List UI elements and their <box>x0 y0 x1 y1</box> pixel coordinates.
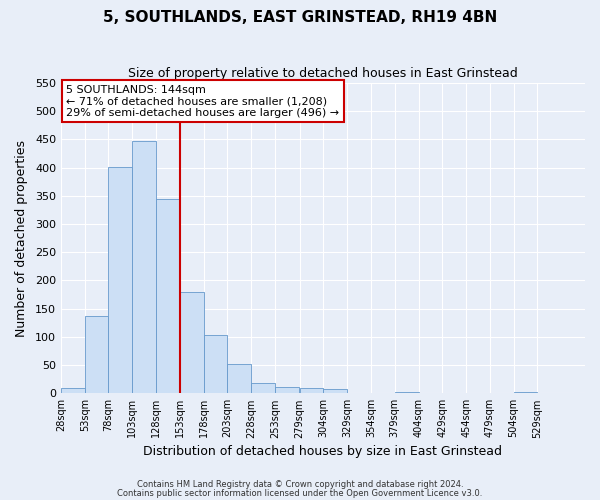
Bar <box>61 388 85 394</box>
Bar <box>323 389 347 394</box>
X-axis label: Distribution of detached houses by size in East Grinstead: Distribution of detached houses by size … <box>143 444 502 458</box>
Bar <box>156 198 180 394</box>
Bar <box>395 392 419 394</box>
Bar <box>203 334 227 394</box>
Bar <box>299 388 323 394</box>
Y-axis label: Number of detached properties: Number of detached properties <box>15 140 28 336</box>
Title: Size of property relative to detached houses in East Grinstead: Size of property relative to detached ho… <box>128 68 518 80</box>
Bar <box>514 392 538 394</box>
Text: Contains public sector information licensed under the Open Government Licence v3: Contains public sector information licen… <box>118 488 482 498</box>
Bar <box>275 387 299 394</box>
Bar <box>227 364 251 394</box>
Text: 5, SOUTHLANDS, EAST GRINSTEAD, RH19 4BN: 5, SOUTHLANDS, EAST GRINSTEAD, RH19 4BN <box>103 10 497 25</box>
Text: Contains HM Land Registry data © Crown copyright and database right 2024.: Contains HM Land Registry data © Crown c… <box>137 480 463 489</box>
Bar <box>180 292 203 394</box>
Bar <box>85 316 109 394</box>
Bar <box>251 383 275 394</box>
Bar <box>132 140 156 394</box>
Bar <box>109 167 132 394</box>
Text: 5 SOUTHLANDS: 144sqm
← 71% of detached houses are smaller (1,208)
29% of semi-de: 5 SOUTHLANDS: 144sqm ← 71% of detached h… <box>66 84 339 118</box>
